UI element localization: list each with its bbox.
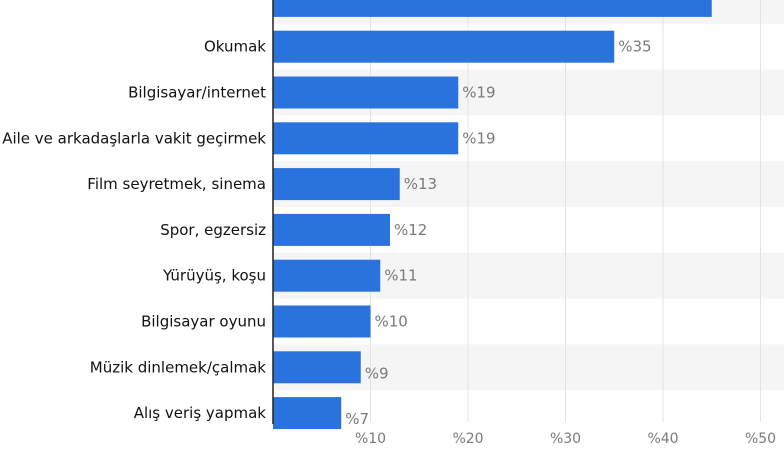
x-axis-ticks: %10 %20 %30 %40 %50	[355, 431, 776, 447]
x-tick-label: %30	[550, 431, 581, 447]
value-label: %13	[404, 175, 437, 193]
bar	[273, 213, 390, 246]
value-label: %10	[375, 313, 408, 331]
bars	[273, 0, 712, 430]
category-label: Alış veriş yapmak	[134, 404, 267, 422]
category-label: Yürüyüş, koşu	[162, 267, 266, 285]
gridlines	[370, 0, 761, 422]
bar	[273, 0, 712, 17]
bar	[273, 351, 361, 384]
x-tick-label: %10	[355, 431, 386, 447]
x-tick-label: %20	[452, 431, 483, 447]
bar	[273, 122, 459, 155]
value-label: %11	[384, 267, 417, 285]
bar	[273, 305, 371, 338]
value-labels: %35 %19 %19 %13 %12 %11 %10 %9 %7	[345, 38, 651, 428]
bar	[273, 259, 381, 292]
x-tick-label: %50	[745, 431, 776, 447]
value-label: %12	[394, 221, 427, 239]
category-label: Okumak	[204, 38, 266, 56]
category-label: Film seyretmek, sinema	[87, 175, 266, 193]
bar	[273, 76, 459, 109]
category-label: Bilgisayar oyunu	[141, 313, 266, 331]
value-label: %9	[365, 364, 389, 382]
category-labels: Okumak Bilgisayar/internet Aile ve arkadaş…	[2, 38, 266, 422]
category-label: Bilgisayar/internet	[128, 84, 266, 102]
x-tick-label: %40	[647, 431, 678, 447]
value-label: %19	[462, 84, 495, 102]
category-label: Müzik dinlemek/çalmak	[90, 358, 267, 376]
category-label: Aile ve arkadaşlarla vakit geçirmek	[2, 129, 266, 147]
bar	[273, 397, 342, 430]
value-label: %19	[462, 129, 495, 147]
value-label: %35	[618, 38, 651, 56]
value-label: %7	[345, 410, 369, 428]
bar	[273, 30, 615, 63]
category-label: Spor, egzersiz	[160, 221, 266, 239]
bar	[273, 168, 400, 201]
